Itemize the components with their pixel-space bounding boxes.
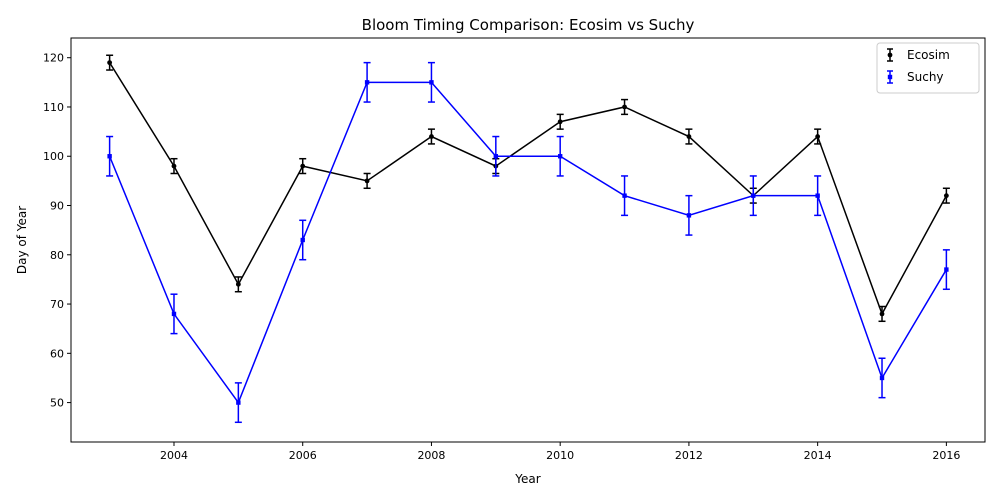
data-point (815, 134, 821, 139)
data-point (686, 213, 692, 218)
legend-marker (887, 74, 893, 80)
data-point (364, 80, 370, 85)
x-tick-label: 2004 (160, 449, 188, 462)
data-point (622, 193, 627, 198)
y-tick-label: 100 (43, 150, 64, 163)
x-tick-label: 2014 (804, 449, 832, 462)
legend-label: Ecosim (907, 48, 950, 62)
data-point (429, 80, 434, 85)
data-point (107, 60, 113, 66)
data-point (751, 193, 756, 198)
data-point (171, 163, 177, 169)
data-point (493, 154, 499, 159)
data-point (429, 134, 434, 139)
data-point (236, 400, 241, 405)
legend-label: Suchy (907, 70, 944, 84)
y-tick-label: 60 (50, 347, 64, 360)
data-point (557, 154, 563, 159)
data-point (171, 311, 177, 317)
chart-title: Bloom Timing Comparison: Ecosim vs Suchy (362, 16, 695, 34)
data-point (686, 134, 692, 139)
data-point (879, 375, 885, 381)
series-suchy (106, 61, 950, 424)
series-ecosim (106, 54, 950, 323)
x-tick-label: 2008 (417, 449, 445, 462)
data-point (943, 193, 949, 199)
y-axis: 50 60 70 80 90 100 110 120 (43, 52, 71, 410)
y-tick-label: 110 (43, 101, 64, 114)
legend-marker (887, 52, 893, 58)
data-point (300, 237, 305, 243)
legend: Ecosim Suchy (876, 42, 980, 94)
data-point (879, 311, 885, 317)
legend-box (876, 42, 980, 94)
series-line (108, 62, 948, 316)
x-axis: 2004 2006 2008 2010 2012 2014 2016 (160, 442, 960, 462)
data-point (557, 119, 563, 125)
x-tick-label: 2010 (546, 449, 574, 462)
data-point (364, 178, 370, 184)
series-line (108, 81, 948, 405)
data-point (235, 281, 241, 287)
y-tick-label: 80 (50, 249, 64, 262)
x-axis-label: Year (514, 472, 540, 486)
y-tick-label: 90 (50, 200, 64, 213)
data-point (944, 267, 949, 272)
x-tick-label: 2006 (289, 449, 317, 462)
y-tick-label: 50 (50, 397, 64, 410)
x-tick-label: 2012 (675, 449, 703, 462)
series-layer (106, 54, 950, 424)
data-point (300, 163, 306, 169)
data-point (622, 104, 627, 110)
legend-item-ecosim: Ecosim (887, 48, 950, 62)
y-tick-label: 70 (50, 298, 64, 311)
y-axis-label: Day of Year (15, 206, 29, 274)
legend-item-suchy: Suchy (887, 70, 944, 84)
data-point (815, 193, 820, 198)
x-tick-label: 2016 (932, 449, 960, 462)
data-point (107, 154, 112, 159)
y-tick-label: 120 (43, 52, 64, 65)
plot-area (70, 37, 986, 443)
